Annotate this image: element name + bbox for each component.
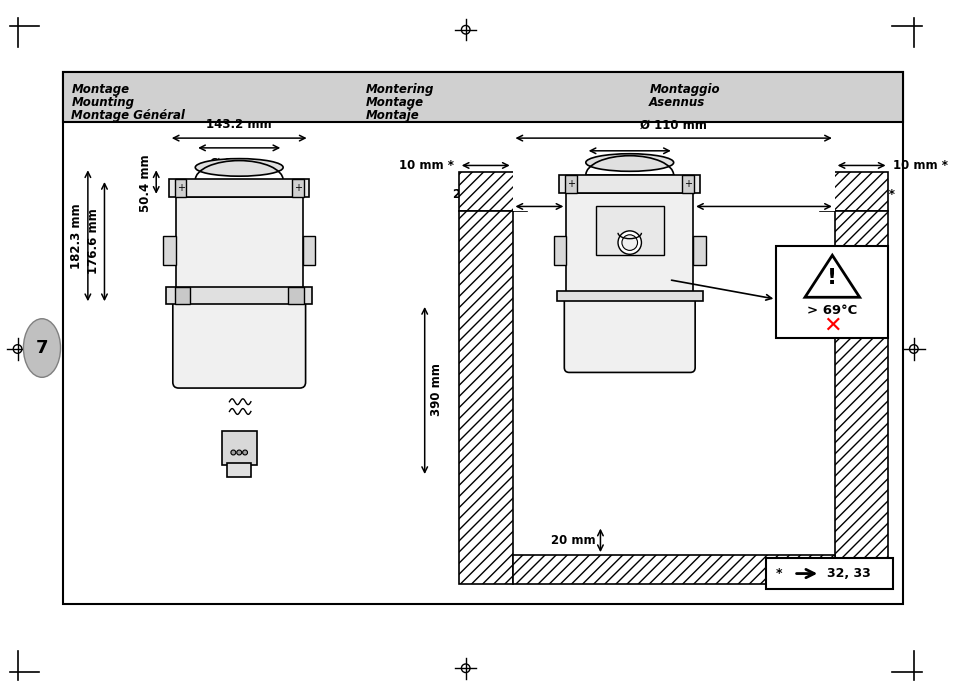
Text: 390 mm: 390 mm [429,364,442,417]
Bar [693,236,705,265]
Bar [595,207,663,255]
Text: Montage Général: Montage Général [71,109,185,122]
Bar [776,246,887,339]
Text: Montage: Montage [71,84,130,96]
Text: > 69°C: > 69°C [806,304,857,318]
Ellipse shape [585,154,673,171]
Text: +: + [566,179,575,189]
Circle shape [621,235,637,251]
Text: Ø 90 mm: Ø 90 mm [210,156,269,170]
Bar [512,168,834,211]
Bar [558,175,700,193]
Circle shape [236,450,241,455]
Bar [681,175,694,193]
Bar [174,179,186,197]
Text: 50.4 mm: 50.4 mm [139,154,152,211]
Text: Ø 110 mm: Ø 110 mm [639,118,706,131]
FancyBboxPatch shape [172,296,305,388]
Text: 20 mm *: 20 mm * [839,188,894,200]
Bar [288,286,303,304]
Bar [302,236,315,265]
Text: !: ! [826,268,837,288]
Text: 7: 7 [35,339,49,357]
Circle shape [618,231,640,254]
Bar [553,236,566,265]
Circle shape [231,450,235,455]
Text: 143.2 mm: 143.2 mm [206,118,272,131]
Text: 176.6 mm: 176.6 mm [87,209,99,274]
Text: Asennus: Asennus [649,96,705,109]
Bar [834,211,887,584]
Ellipse shape [195,158,283,176]
Bar [169,179,309,197]
Bar [458,211,512,584]
Text: Mounting: Mounting [71,96,134,109]
Bar [556,291,702,301]
Bar [458,172,527,211]
Text: 20 mm: 20 mm [550,534,595,547]
Text: 20 mm *: 20 mm * [453,188,507,200]
Bar [221,431,256,465]
Text: 32, 33: 32, 33 [826,567,870,580]
Text: ✕: ✕ [822,315,841,336]
Bar [820,172,887,211]
Text: Montering: Montering [366,84,434,96]
Text: +: + [683,179,692,189]
Bar [512,555,834,584]
Bar [163,236,175,265]
Text: Montage: Montage [366,96,424,109]
Polygon shape [804,255,859,297]
FancyBboxPatch shape [564,295,695,373]
Text: Ø 90 mm: Ø 90 mm [599,160,659,172]
Text: 10 mm *: 10 mm * [892,159,947,172]
Bar [166,286,312,304]
Ellipse shape [24,319,60,378]
Text: +: + [176,183,185,193]
Text: Montaggio: Montaggio [649,84,720,96]
Bar [292,179,303,197]
Bar [566,193,693,295]
Circle shape [242,450,247,455]
Bar [64,72,902,122]
Bar [64,72,902,604]
Text: 182.3 mm: 182.3 mm [70,203,83,269]
Text: +: + [294,183,301,193]
Bar [174,286,191,304]
Bar [175,197,302,290]
Bar [765,558,892,589]
Text: 10 mm *: 10 mm * [398,159,454,172]
Bar [227,463,251,477]
Bar [565,175,577,193]
Text: *: * [776,567,786,580]
Text: Montaje: Montaje [366,109,419,122]
